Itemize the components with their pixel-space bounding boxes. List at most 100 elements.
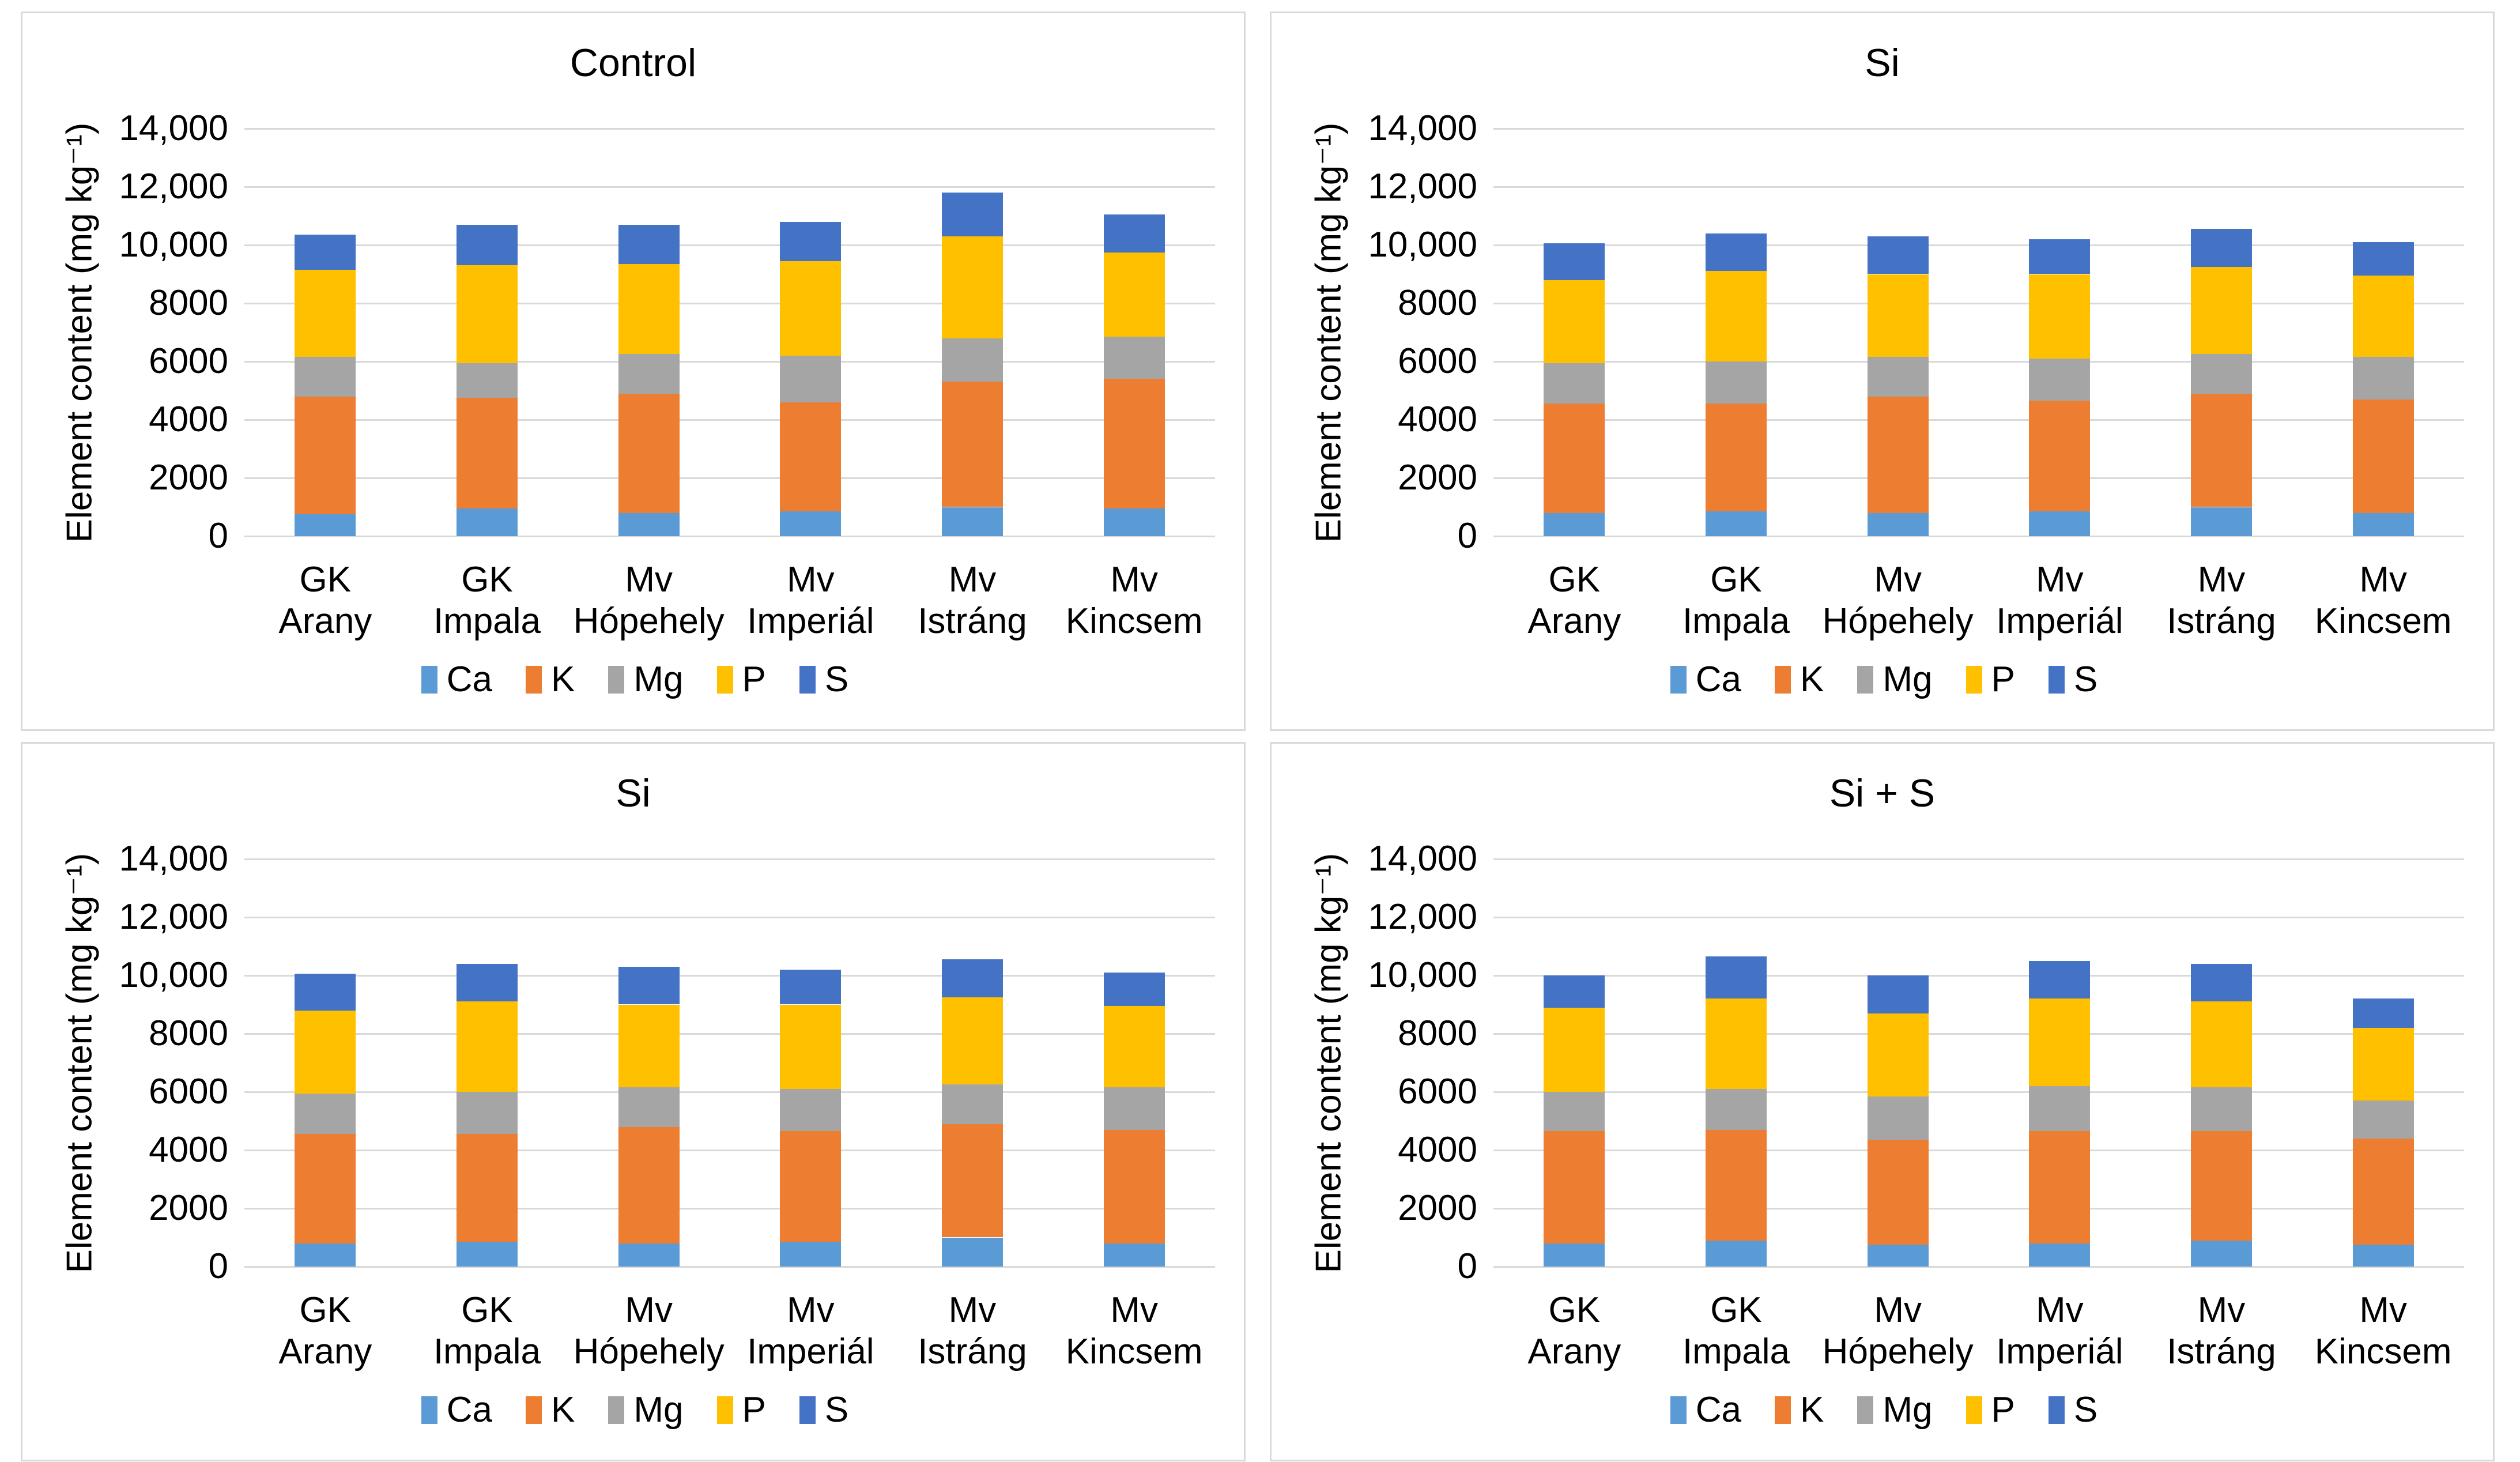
gridline-0 bbox=[244, 535, 1215, 537]
bar-segment-P bbox=[295, 1010, 356, 1094]
x-axis-label-line: Mv bbox=[2197, 1290, 2246, 1330]
legend-item-Mg: Mg bbox=[1857, 1389, 1933, 1430]
bar-segment-Ca bbox=[1706, 1240, 1767, 1267]
bar-segment-Ca bbox=[1544, 1243, 1605, 1267]
bar-segment-K bbox=[1867, 1140, 1929, 1245]
chart-panel-control: Control Element content (mg kg⁻¹) 0 2000 400… bbox=[21, 12, 1246, 731]
legend-item-P: P bbox=[716, 659, 766, 700]
x-axis-label: Mv Hópehely bbox=[1817, 1290, 1979, 1373]
bar-segment-P bbox=[1544, 280, 1605, 363]
bar-segment-Mg bbox=[295, 357, 356, 397]
bar-segment-K bbox=[2352, 1138, 2414, 1245]
gridline-12,000 bbox=[244, 916, 1215, 918]
x-axis-label-line: Mv bbox=[2036, 560, 2084, 600]
bar-segment-Ca bbox=[2191, 507, 2252, 536]
legend-swatch-K bbox=[526, 665, 542, 694]
legend-item-S: S bbox=[2048, 1389, 2098, 1430]
gridline-2000 bbox=[1493, 477, 2464, 479]
x-axis-label-line: Mv bbox=[787, 560, 835, 600]
bar-segment-Ca bbox=[780, 511, 842, 536]
bar-segment-Mg bbox=[1544, 1092, 1605, 1132]
bar-segment-P bbox=[780, 1004, 842, 1089]
legend: Ca K Mg P S bbox=[22, 1389, 1247, 1430]
x-axis-label-line: Mv bbox=[1110, 560, 1158, 600]
legend-label: S bbox=[824, 1390, 849, 1430]
bar-segment-Mg bbox=[780, 355, 842, 402]
bar-segment-K bbox=[618, 1126, 680, 1244]
gridline-8000 bbox=[244, 1033, 1215, 1035]
x-axis-label: Mv Imperiál bbox=[1979, 1290, 2141, 1373]
legend-label: Mg bbox=[633, 1390, 684, 1430]
legend-swatch-Ca bbox=[421, 1396, 437, 1424]
bar-segment-Ca bbox=[1544, 513, 1605, 536]
legend-label: P bbox=[1991, 660, 2015, 699]
x-axis-label-line: Mv bbox=[948, 560, 997, 600]
legend-label: K bbox=[551, 1390, 575, 1430]
bar-segment-Ca bbox=[2352, 1245, 2414, 1267]
x-axis-label: GK Arany bbox=[244, 1290, 406, 1373]
bar-segment-K bbox=[1103, 379, 1165, 509]
x-axis-label-line: Arany bbox=[1527, 1332, 1621, 1371]
bar-segment-Ca bbox=[2029, 511, 2091, 536]
bar-segment-K bbox=[1544, 404, 1605, 513]
bar-segment-S bbox=[1706, 233, 1767, 272]
legend-label: S bbox=[824, 660, 849, 699]
y-tick-label: 12,000 bbox=[1368, 167, 1477, 206]
bar-segment-P bbox=[2029, 998, 2091, 1086]
bar-segment-P bbox=[1103, 1006, 1165, 1088]
x-axis-label-line: Arany bbox=[278, 601, 372, 641]
x-axis-label-line: Istráng bbox=[918, 1332, 1027, 1371]
bar-segment-S bbox=[618, 224, 680, 264]
bar-segment-Ca bbox=[2029, 1243, 2091, 1267]
y-tick-label: 4000 bbox=[149, 400, 228, 439]
x-axis-label-line: Arany bbox=[1527, 601, 1621, 641]
bar-segment-Mg bbox=[1103, 1087, 1165, 1130]
x-axis-label-line: Imperiál bbox=[1996, 1332, 2123, 1371]
bar-segment-Mg bbox=[1867, 357, 1929, 397]
bar-segment-K bbox=[942, 1124, 1003, 1238]
bar-segment-K bbox=[295, 1134, 356, 1244]
bar-segment-Mg bbox=[1867, 1096, 1929, 1140]
bar-segment-S bbox=[2029, 239, 2091, 274]
x-axis-label-line: Imperiál bbox=[747, 1332, 874, 1371]
gridline-2000 bbox=[244, 1207, 1215, 1209]
chart-title: Control bbox=[569, 41, 697, 85]
legend-item-Ca: Ca bbox=[1670, 1389, 1741, 1430]
x-axis-label-line: Mv bbox=[1874, 1290, 1922, 1330]
x-axis-label-line: Mv bbox=[948, 1290, 997, 1330]
x-axis-label-line: Mv bbox=[625, 1290, 673, 1330]
bar-segment-K bbox=[295, 396, 356, 515]
bar-segment-Mg bbox=[618, 354, 680, 394]
bar-segment-Mg bbox=[295, 1093, 356, 1135]
y-tick-label: 14,000 bbox=[119, 108, 228, 148]
y-tick-label: 8000 bbox=[149, 283, 228, 323]
gridline-2000 bbox=[1493, 1207, 2464, 1209]
bar-segment-Mg bbox=[618, 1087, 680, 1127]
bar-segment-K bbox=[2029, 1131, 2091, 1244]
legend-swatch-K bbox=[526, 1396, 542, 1424]
x-axis-label-line: Mv bbox=[2036, 1290, 2084, 1330]
legend-label: K bbox=[1800, 1390, 1824, 1430]
bar-segment-Ca bbox=[1103, 1243, 1165, 1267]
legend-swatch-K bbox=[1775, 1396, 1791, 1424]
legend-swatch-S bbox=[799, 665, 816, 694]
gridline-2000 bbox=[244, 477, 1215, 479]
bar-segment-Ca bbox=[618, 513, 680, 536]
bar-segment-K bbox=[1103, 1129, 1165, 1244]
x-axis-label-line: Mv bbox=[1874, 560, 1922, 600]
bar-segment-P bbox=[2029, 274, 2091, 359]
legend-item-P: P bbox=[716, 1389, 766, 1430]
y-tick-label: 0 bbox=[208, 516, 228, 556]
bar-segment-P bbox=[295, 269, 356, 357]
x-axis-label-line: Istráng bbox=[2167, 1332, 2276, 1371]
bar-segment-S bbox=[942, 193, 1003, 236]
bar-segment-Ca bbox=[295, 514, 356, 536]
bar-segment-S bbox=[1867, 236, 1929, 274]
gridline-14,000 bbox=[1493, 858, 2464, 860]
x-axis-label: GK Impala bbox=[1655, 1290, 1817, 1373]
legend-label: K bbox=[551, 660, 575, 699]
gridline-8000 bbox=[244, 302, 1215, 304]
bar-segment-Ca bbox=[942, 1237, 1003, 1267]
legend-label: Mg bbox=[633, 660, 684, 699]
x-axis-label-line: Impala bbox=[1682, 1332, 1790, 1371]
